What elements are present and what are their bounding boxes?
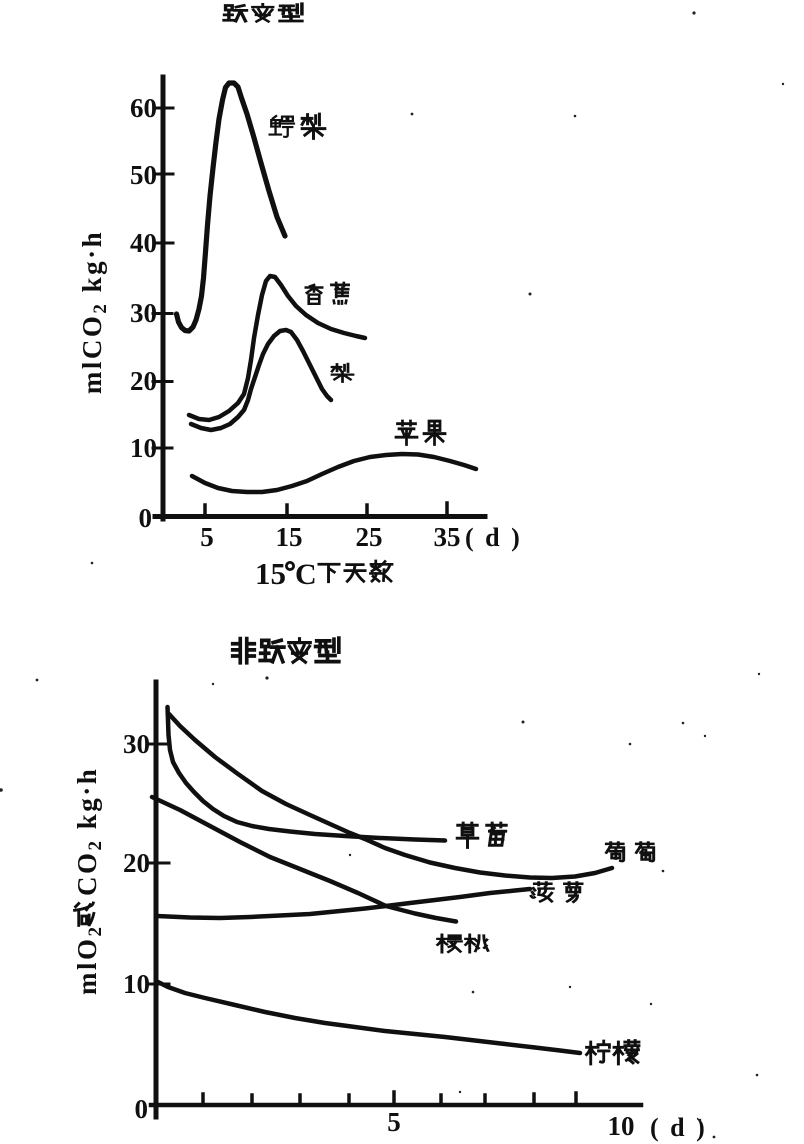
svg-text:50: 50 (130, 160, 157, 190)
svg-text:( d ): ( d ) (465, 523, 522, 552)
svg-text:15: 15 (255, 556, 286, 591)
svg-text:C: C (295, 558, 317, 591)
svg-text:30: 30 (123, 729, 150, 759)
svg-text:mlCO2 kg·h: mlCO2 kg·h (77, 230, 111, 394)
svg-text:20: 20 (130, 366, 157, 396)
svg-text:40: 40 (130, 228, 157, 258)
svg-text:CO2 kg·h: CO2 kg·h (72, 767, 106, 896)
svg-text:mlO2: mlO2 (72, 925, 106, 996)
svg-text:5: 5 (200, 522, 214, 552)
svg-text:25: 25 (356, 522, 383, 552)
svg-text:60: 60 (130, 93, 157, 123)
svg-text:0: 0 (139, 503, 153, 533)
svg-text:35: 35 (434, 522, 461, 552)
svg-text:30: 30 (130, 298, 157, 328)
svg-text:10: 10 (608, 1111, 635, 1141)
svg-text:5: 5 (387, 1107, 401, 1137)
svg-text:0: 0 (135, 1094, 149, 1124)
svg-text:15: 15 (276, 522, 303, 552)
svg-text:20: 20 (123, 848, 150, 878)
svg-text:10: 10 (130, 433, 157, 463)
svg-text:( d ): ( d ) (650, 1113, 707, 1142)
svg-text:10: 10 (123, 969, 150, 999)
